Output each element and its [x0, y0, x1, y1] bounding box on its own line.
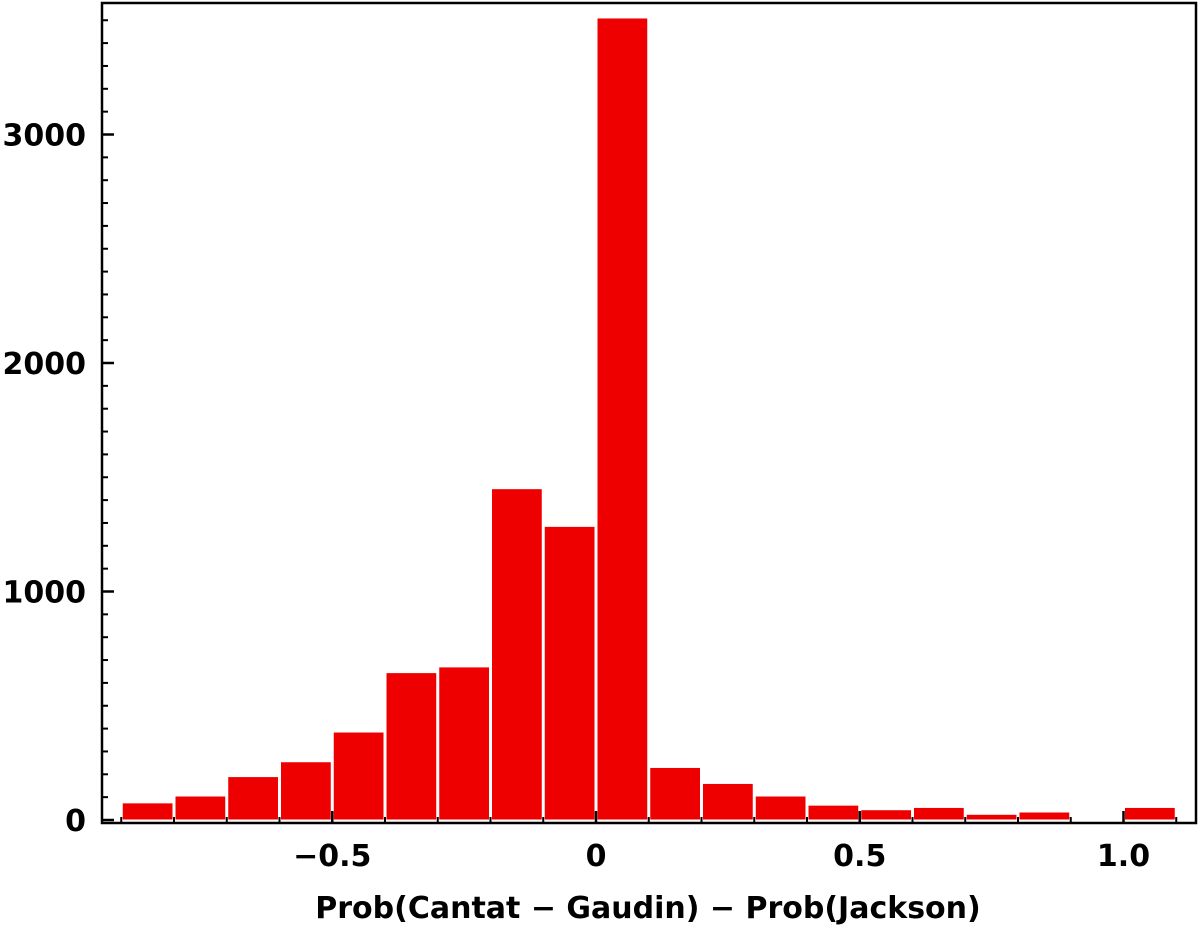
- histogram-bar: [227, 776, 279, 821]
- y-tick-label: 1000: [3, 576, 87, 611]
- histogram-bar: [1018, 811, 1071, 821]
- x-tick-label: 0: [586, 839, 607, 874]
- bars-group: [121, 17, 1176, 821]
- histogram-bar: [280, 761, 332, 821]
- histogram-bar: [1124, 806, 1176, 821]
- histogram-bar: [596, 17, 649, 821]
- histogram-bar: [385, 672, 438, 821]
- y-axis: 0 1000 2000 3000: [3, 19, 114, 839]
- histogram-bar: [332, 731, 385, 821]
- y-tick-label: 3000: [3, 119, 87, 154]
- plot-frame: [100, 1, 1198, 825]
- histogram-bar: [754, 795, 807, 821]
- x-axis: −0.5 0 0.5 1.0: [120, 811, 1178, 874]
- histogram-bar: [543, 525, 596, 821]
- histogram-bar: [174, 795, 227, 821]
- histogram-bar: [913, 806, 965, 821]
- histogram-bar: [491, 488, 543, 821]
- y-tick-label: 2000: [3, 347, 87, 382]
- y-tick-label: 0: [65, 804, 86, 839]
- histogram-bar: [807, 804, 860, 821]
- histogram-bar: [649, 766, 701, 821]
- histogram-bar: [860, 809, 912, 821]
- histogram-bar: [121, 802, 174, 821]
- x-axis-title: Prob(Cantat − Gaudin) − Prob(Jackson): [315, 891, 980, 926]
- x-tick-label: 1.0: [1097, 839, 1150, 874]
- histogram-bar: [702, 782, 754, 821]
- x-tick-label: −0.5: [293, 839, 371, 874]
- histogram-bar: [965, 813, 1018, 821]
- histogram-bar: [438, 666, 490, 821]
- x-tick-label: 0.5: [833, 839, 886, 874]
